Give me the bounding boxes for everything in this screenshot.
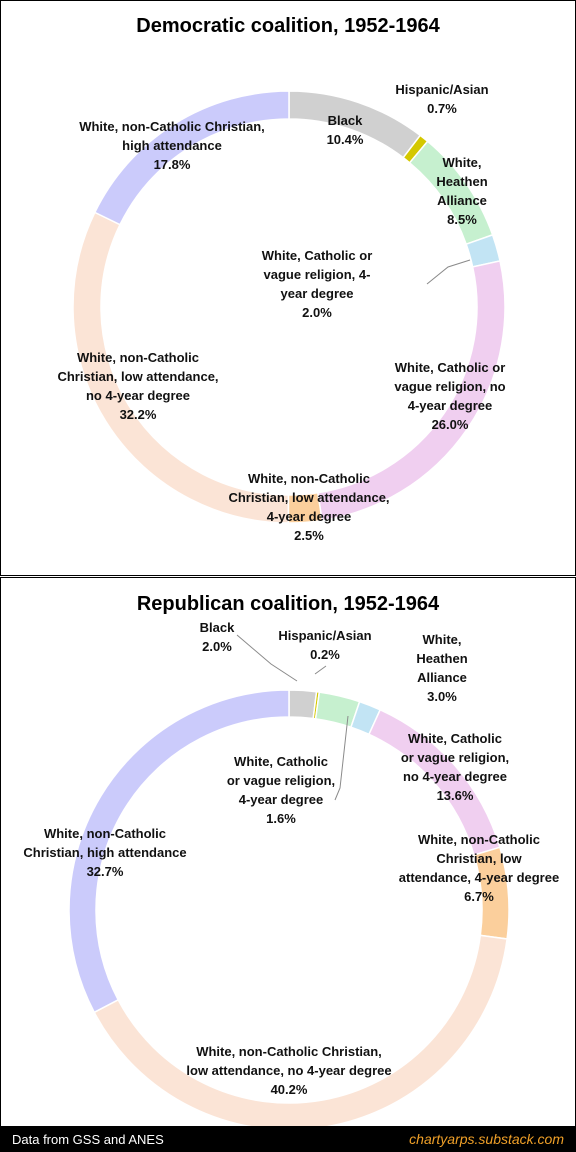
footer-site-link[interactable]: chartyarps.substack.com [409, 1131, 564, 1147]
data-label-hispanic-asian: Hispanic/Asian 0.2% [278, 628, 371, 662]
republican-chart-panel: Republican coalition, 1952-1964 Black 2.0… [0, 577, 576, 1127]
data-label-white-catholic-or-vague-religion-no-4-year-degree: White, Catholic or vague religion, no 4-ye… [394, 360, 505, 432]
chart-title: Republican coalition, 1952-1964 [136, 593, 440, 615]
footer-source: Data from GSS and ANES [12, 1132, 164, 1147]
data-label-white-non-catholic-christian-low-attendance-4-year-degree: White, non-Catholic Christian, low attend… [228, 471, 389, 543]
democratic-chart-panel: Democratic coalition, 1952-1964 Black 10.… [0, 0, 576, 576]
data-label-black: Black 2.0% [200, 620, 235, 654]
leader-line-hispanic-asian [314, 665, 327, 675]
data-label-white-heathen-alliance: White, Heathen Alliance 8.5% [436, 155, 487, 227]
slice-black [288, 689, 318, 720]
leader-line-white-catholic-or-vague-religion-4-year-degree [426, 259, 471, 285]
data-label-white-catholic-or-vague-religion-4-year-degree: White, Catholic or vague religion, 4-year… [262, 248, 373, 320]
slice-white-non-catholic-christian-high-attendance [93, 90, 290, 226]
data-label-white-non-catholic-christian-low-attendance-4-year-degree: White, non-Catholic Christian, low attenda… [399, 832, 559, 904]
data-label-white-non-catholic-christian-low-attendance-no-4-year-degree: White, non-Catholic Christian, low attend… [186, 1044, 391, 1097]
slice-white-non-catholic-christian-high-attendance [68, 689, 290, 1014]
slice-white-non-catholic-christian-low-attendance-no-4-year-degree [93, 934, 508, 1126]
data-label-white-non-catholic-christian-low-attendance-no-4-year-degree: White, non-Catholic Christian, low attend… [57, 350, 218, 422]
data-label-hispanic-asian: Hispanic/Asian 0.7% [395, 82, 488, 116]
data-label-black: Black 10.4% [327, 113, 364, 147]
leader-line-white-catholic-or-vague-religion-4-year-degree [334, 715, 349, 801]
leader-line-black [236, 634, 298, 682]
data-label-white-heathen-alliance: White, Heathen Alliance 3.0% [416, 632, 467, 704]
data-label-white-non-catholic-christian-high-attendance: White, non-Catholic Christian, high atten… [79, 119, 265, 172]
democratic-donut-chart: Black 10.4% Hispanic/Asian 0.7% White, Heathe… [57, 82, 506, 543]
chart-title: Democratic coalition, 1952-1964 [136, 15, 440, 37]
data-label-white-catholic-or-vague-religion-4-year-degree: White, Catholic or vague religion, 4-year … [227, 754, 335, 826]
data-label-white-catholic-or-vague-religion-no-4-year-degree: White, Catholic or vague religion, no 4-ye… [401, 731, 509, 803]
data-label-white-non-catholic-christian-high-attendance: White, non-Catholic Christian, high atten… [23, 826, 186, 879]
footer: Data from GSS and ANES chartyarps.substa… [0, 1126, 576, 1152]
republican-donut-chart: Black 2.0% Hispanic/Asian 0.2% White, Heathen… [23, 620, 559, 1126]
